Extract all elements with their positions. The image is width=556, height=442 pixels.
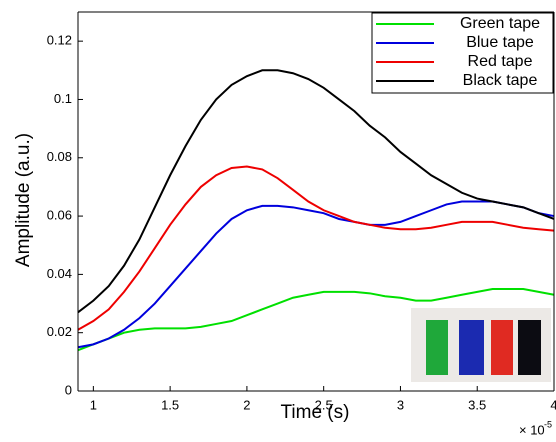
legend-label: Blue tape <box>466 34 534 51</box>
x-tick-label: 3 <box>397 397 404 412</box>
x-tick-label: 2.5 <box>315 397 333 412</box>
x-tick-label: 1 <box>90 397 97 412</box>
black-tape-photo <box>518 320 541 375</box>
x-multiplier: × 10 <box>519 422 545 437</box>
x-tick-label: 3.5 <box>468 397 486 412</box>
x-axis-label: Time (s) <box>281 402 350 423</box>
x-tick-label: 4 <box>550 397 556 412</box>
y-tick-label: 0.06 <box>47 208 72 223</box>
y-tick-label: 0.12 <box>47 33 72 48</box>
y-tick-label: 0.04 <box>47 266 72 281</box>
x-multiplier-exponent: -5 <box>544 419 552 429</box>
legend-label: Green tape <box>460 15 540 32</box>
inset-photo <box>411 308 551 382</box>
line-series <box>77 69 555 314</box>
y-tick-label: 0.08 <box>47 149 72 164</box>
line-series <box>77 200 555 349</box>
x-tick-label: 2 <box>243 397 250 412</box>
y-tick-label: 0.1 <box>54 91 72 106</box>
x-tick-label: 1.5 <box>161 397 179 412</box>
red-tape-photo <box>491 320 513 375</box>
y-tick-label: 0 <box>65 382 72 397</box>
legend-box <box>371 12 554 94</box>
line-series <box>77 165 555 331</box>
y-axis-label: Amplitude (a.u.) <box>13 133 34 267</box>
green-tape-photo <box>426 320 448 375</box>
y-tick-label: 0.02 <box>47 324 72 339</box>
blue-tape-photo <box>459 320 484 375</box>
legend-label: Red tape <box>468 53 533 70</box>
legend-label: Black tape <box>463 72 538 89</box>
line-series <box>77 287 555 352</box>
